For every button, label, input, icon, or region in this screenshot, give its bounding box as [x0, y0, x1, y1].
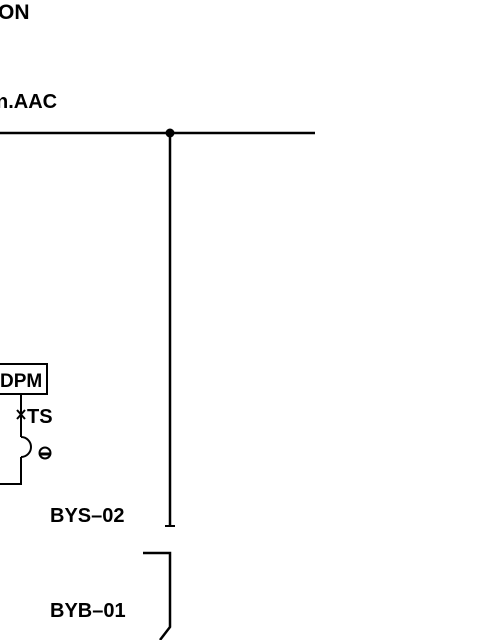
lower-bracket-line — [143, 551, 172, 640]
top-partial-label: ON — [0, 1, 30, 24]
feeder-lower-label: BYB–01 — [50, 600, 126, 622]
bus-partial-label: n.AAC — [0, 91, 57, 113]
test-switch-label: TS — [27, 406, 53, 428]
meter-box-label: DPM — [0, 371, 42, 392]
test-switch-cross-b — [16, 409, 26, 420]
feeder-upper-label: BYS–02 — [50, 505, 125, 527]
coil-bump — [20, 436, 32, 458]
coil-return-line — [0, 457, 22, 485]
